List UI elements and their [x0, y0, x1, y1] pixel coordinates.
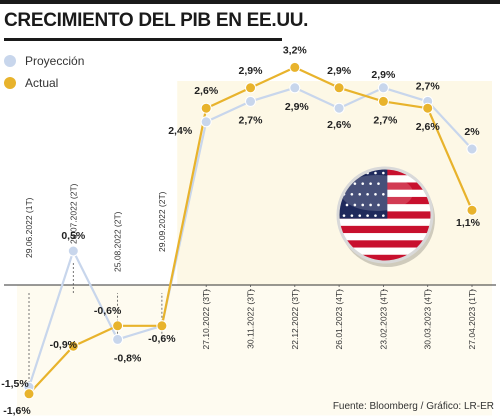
data-label-proyeccion: -0,8%	[114, 352, 142, 364]
data-label-proyeccion: 2,6%	[327, 119, 352, 131]
data-point-actual	[422, 102, 434, 114]
tick-label: 28.07.2022 (2T)	[68, 183, 78, 244]
flag-stripe	[338, 233, 432, 241]
flag-stripe	[338, 254, 432, 262]
data-point-actual	[245, 82, 256, 94]
data-point-proyeccion	[112, 333, 124, 345]
data-point-actual	[289, 61, 301, 73]
top-accent-bar	[0, 0, 500, 4]
data-label-proyeccion: 2,9%	[371, 69, 396, 81]
data-label-actual: 2,6%	[416, 121, 441, 133]
data-label-actual: -0,9%	[50, 339, 78, 351]
data-point-proyeccion	[377, 82, 389, 94]
tick-label: 30.11.2022 (3T)	[246, 289, 256, 349]
legend-item-proyeccion: Proyección	[4, 50, 84, 72]
flag-star	[374, 214, 377, 217]
flag-star	[350, 214, 354, 217]
legend-label-actual: Actual	[25, 76, 59, 90]
tick-label: 22.12.2022 (3T)	[290, 289, 300, 350]
flag-star	[382, 214, 385, 217]
flag-star	[342, 214, 346, 217]
data-label-actual: 2,9%	[239, 65, 264, 77]
flag-star	[366, 214, 369, 217]
data-label-proyeccion: -1,5%	[1, 378, 29, 390]
data-label-actual: -0,6%	[94, 305, 122, 317]
tick-label: 27.04.2023 (1T)	[467, 289, 477, 350]
flag-star	[358, 214, 362, 217]
data-point-proyeccion	[333, 102, 345, 114]
chart-legend: Proyección Actual	[4, 50, 84, 94]
flag-star	[369, 182, 372, 185]
flag-star	[382, 193, 385, 196]
data-label-proyeccion: 2,7%	[416, 80, 441, 92]
legend-item-actual: Actual	[4, 72, 84, 94]
flag-star	[361, 203, 365, 207]
flag-stripe	[338, 225, 432, 234]
flag-stripe	[338, 247, 432, 256]
legend-label-proyeccion: Proyección	[25, 54, 85, 68]
flag-star	[353, 203, 357, 207]
data-label-proyeccion: 2,4%	[168, 125, 193, 137]
tick-label: 29.06.2022 (1T)	[24, 197, 34, 258]
tick-label: 30.03.2023 (4T)	[423, 289, 433, 350]
data-label-proyeccion: -0,6%	[148, 333, 176, 345]
flag-star	[358, 193, 362, 196]
flag-stripe	[338, 240, 432, 248]
chart-title: CRECIMIENTO DEL PIB EN EE.UU.	[4, 10, 309, 31]
title-underline	[4, 38, 282, 41]
us-flag-icon	[338, 168, 432, 262]
flag-star	[377, 182, 380, 185]
flag-star	[366, 193, 369, 196]
tick-label: 27.10.2022 (3T)	[201, 289, 211, 350]
source-note: Fuente: Bloomberg / Gráfico: LR-ER	[332, 401, 494, 412]
flag-star	[345, 203, 349, 207]
data-label-proyeccion: 0,5%	[61, 230, 86, 242]
flag-star	[374, 193, 377, 196]
data-point-actual	[377, 95, 389, 107]
data-point-actual	[112, 320, 124, 332]
data-label-proyeccion: 2%	[464, 126, 480, 138]
data-label-proyeccion: 2,7%	[239, 114, 264, 126]
data-point-actual	[200, 102, 212, 114]
tick-label: 23.02.2023 (4T)	[378, 289, 388, 350]
data-label-actual: 1,1%	[456, 217, 481, 229]
data-label-actual: 2,9%	[327, 65, 352, 77]
legend-marker-actual	[4, 77, 16, 89]
flag-star	[374, 171, 377, 175]
data-label-actual: -1,6%	[3, 405, 31, 417]
flag-gloss	[341, 175, 413, 211]
flag-rim	[336, 166, 434, 264]
data-label-actual: 2,6%	[194, 85, 219, 97]
flag-star	[353, 182, 357, 185]
data-point-actual	[333, 82, 345, 94]
flag-star	[369, 203, 372, 207]
flag-star	[377, 203, 380, 207]
data-label-actual: 2,7%	[373, 114, 398, 126]
negative-band	[17, 285, 492, 416]
data-label-actual: 3,2%	[283, 44, 308, 56]
highlight-band	[177, 81, 492, 285]
data-point-proyeccion	[289, 82, 301, 94]
data-label-proyeccion: 2,9%	[285, 101, 310, 113]
legend-marker-proyeccion	[4, 55, 16, 67]
data-point-actual	[156, 320, 168, 332]
data-point-actual	[23, 388, 35, 400]
flag-star	[382, 171, 385, 175]
data-point-proyeccion	[466, 143, 478, 155]
flag-star	[350, 193, 354, 196]
data-point-actual	[466, 204, 478, 216]
tick-label: 25.08.2022 (2T)	[113, 211, 123, 272]
data-point-proyeccion	[245, 95, 256, 107]
data-point-actual	[67, 340, 79, 352]
tick-label: 29.09.2022 (2T)	[157, 191, 167, 252]
tick-label: 26.01.2023 (4T)	[334, 289, 344, 350]
flag-star	[361, 182, 365, 185]
flag-stripe	[338, 218, 432, 227]
data-point-proyeccion	[200, 116, 212, 128]
data-point-proyeccion	[67, 245, 79, 257]
